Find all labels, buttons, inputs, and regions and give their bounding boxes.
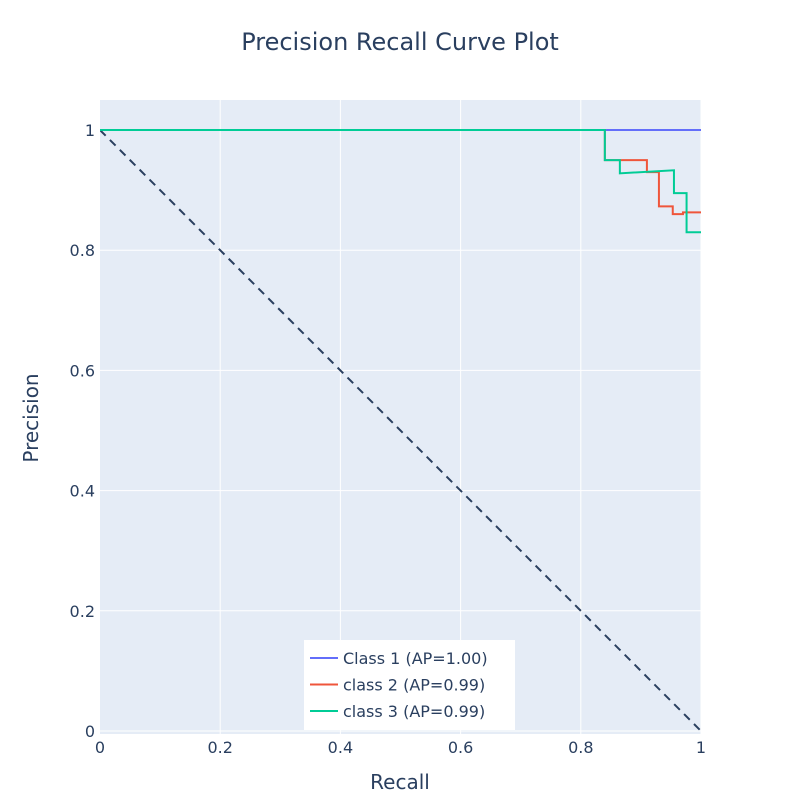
x-tick-label: 1 bbox=[696, 738, 706, 757]
baseline-dashed-line bbox=[100, 129, 701, 732]
chart-title: Precision Recall Curve Plot bbox=[241, 28, 559, 56]
legend-label: class 2 (AP=0.99) bbox=[343, 676, 485, 695]
y-tick-label: 0.8 bbox=[70, 241, 95, 260]
legend-box bbox=[304, 640, 515, 730]
legend[interactable]: Class 1 (AP=1.00) class 2 (AP=0.99) class … bbox=[304, 640, 515, 730]
tick-labels: 0 0.2 0.4 0.6 0.8 1 0 0.2 0.4 0.6 0.8 1 bbox=[70, 121, 707, 757]
x-tick-label: 0.4 bbox=[328, 738, 353, 757]
legend-item[interactable]: class 3 (AP=0.99) bbox=[310, 702, 485, 721]
plot-area bbox=[100, 100, 701, 734]
legend-item[interactable]: class 2 (AP=0.99) bbox=[310, 676, 485, 695]
legend-item[interactable]: Class 1 (AP=1.00) bbox=[310, 649, 488, 668]
x-axis-label: Recall bbox=[370, 770, 430, 794]
x-tick-label: 0.6 bbox=[448, 738, 473, 757]
series-layer bbox=[100, 129, 701, 732]
legend-label: class 3 (AP=0.99) bbox=[343, 702, 485, 721]
y-tick-label: 0.4 bbox=[70, 482, 95, 501]
x-tick-label: 0.2 bbox=[207, 738, 232, 757]
y-axis-label: Precision bbox=[19, 373, 43, 462]
y-tick-label: 0 bbox=[85, 722, 95, 741]
x-tick-label: 0 bbox=[95, 738, 105, 757]
y-tick-label: 0.2 bbox=[70, 602, 95, 621]
y-tick-label: 0.6 bbox=[70, 361, 95, 380]
x-tick-label: 0.8 bbox=[568, 738, 593, 757]
series-line-3 bbox=[100, 129, 701, 234]
y-tick-label: 1 bbox=[85, 121, 95, 140]
legend-label: Class 1 (AP=1.00) bbox=[343, 649, 488, 668]
